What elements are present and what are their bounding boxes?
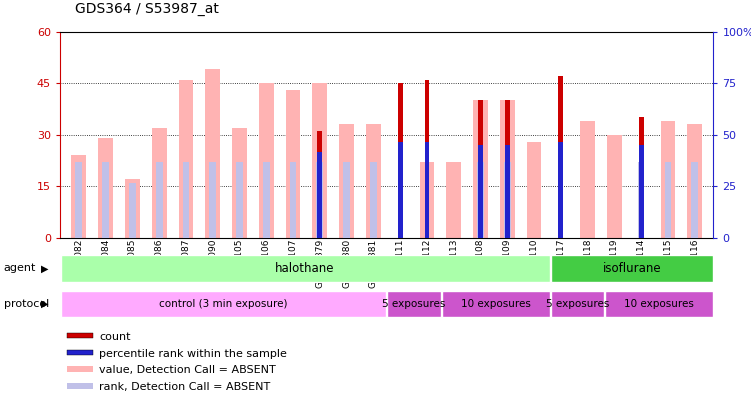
- Bar: [388, 291, 441, 317]
- Bar: [125, 179, 140, 238]
- Bar: [318, 152, 322, 238]
- Bar: [581, 121, 595, 238]
- Bar: [210, 162, 216, 238]
- Text: ▶: ▶: [41, 299, 49, 309]
- Bar: [424, 80, 430, 238]
- Bar: [526, 141, 541, 238]
- Bar: [639, 118, 644, 238]
- Bar: [67, 350, 93, 355]
- Bar: [285, 90, 300, 238]
- Bar: [316, 162, 323, 238]
- Text: protocol: protocol: [4, 299, 49, 309]
- Text: 5 exposures: 5 exposures: [382, 299, 445, 309]
- Bar: [559, 141, 563, 238]
- Bar: [478, 100, 483, 238]
- Bar: [550, 255, 713, 282]
- Bar: [478, 145, 483, 238]
- Bar: [442, 291, 550, 317]
- Bar: [420, 162, 434, 238]
- Text: value, Detection Call = ABSENT: value, Detection Call = ABSENT: [99, 366, 276, 375]
- Bar: [205, 69, 220, 238]
- Bar: [370, 162, 377, 238]
- Bar: [232, 128, 247, 238]
- Bar: [504, 162, 511, 238]
- Text: GDS364 / S53987_at: GDS364 / S53987_at: [75, 2, 219, 16]
- Bar: [102, 162, 109, 238]
- Bar: [259, 83, 273, 238]
- Bar: [152, 128, 167, 238]
- Bar: [318, 131, 322, 238]
- Bar: [692, 162, 698, 238]
- Bar: [71, 155, 86, 238]
- Bar: [236, 162, 243, 238]
- Bar: [505, 100, 510, 238]
- Bar: [424, 141, 430, 238]
- Bar: [339, 124, 354, 238]
- Text: 5 exposures: 5 exposures: [546, 299, 609, 309]
- Bar: [559, 76, 563, 238]
- Text: ▶: ▶: [41, 263, 49, 273]
- Bar: [155, 162, 162, 238]
- Text: isoflurane: isoflurane: [602, 262, 661, 275]
- Bar: [661, 121, 675, 238]
- Bar: [687, 124, 702, 238]
- Text: 10 exposures: 10 exposures: [460, 299, 531, 309]
- Bar: [446, 162, 461, 238]
- Bar: [129, 183, 136, 238]
- Bar: [182, 162, 189, 238]
- Bar: [505, 145, 510, 238]
- Bar: [605, 291, 713, 317]
- Bar: [343, 162, 350, 238]
- Bar: [61, 255, 550, 282]
- Bar: [550, 291, 604, 317]
- Text: 10 exposures: 10 exposures: [624, 299, 694, 309]
- Text: halothane: halothane: [276, 262, 335, 275]
- Bar: [473, 100, 488, 238]
- Bar: [312, 83, 327, 238]
- Bar: [398, 83, 403, 238]
- Bar: [76, 162, 82, 238]
- Text: percentile rank within the sample: percentile rank within the sample: [99, 348, 287, 359]
- Bar: [638, 162, 644, 238]
- Bar: [477, 162, 484, 238]
- Bar: [500, 100, 514, 238]
- Bar: [366, 124, 381, 238]
- Bar: [665, 162, 671, 238]
- Bar: [398, 141, 403, 238]
- Bar: [61, 291, 386, 317]
- Text: control (3 min exposure): control (3 min exposure): [159, 299, 288, 309]
- Bar: [263, 162, 270, 238]
- Bar: [67, 366, 93, 372]
- Text: agent: agent: [4, 263, 36, 273]
- Bar: [290, 162, 297, 238]
- Text: count: count: [99, 332, 131, 342]
- Bar: [639, 145, 644, 238]
- Bar: [179, 80, 193, 238]
- Bar: [607, 135, 622, 238]
- Bar: [98, 138, 113, 238]
- Bar: [67, 383, 93, 389]
- Text: rank, Detection Call = ABSENT: rank, Detection Call = ABSENT: [99, 382, 270, 392]
- Bar: [67, 333, 93, 338]
